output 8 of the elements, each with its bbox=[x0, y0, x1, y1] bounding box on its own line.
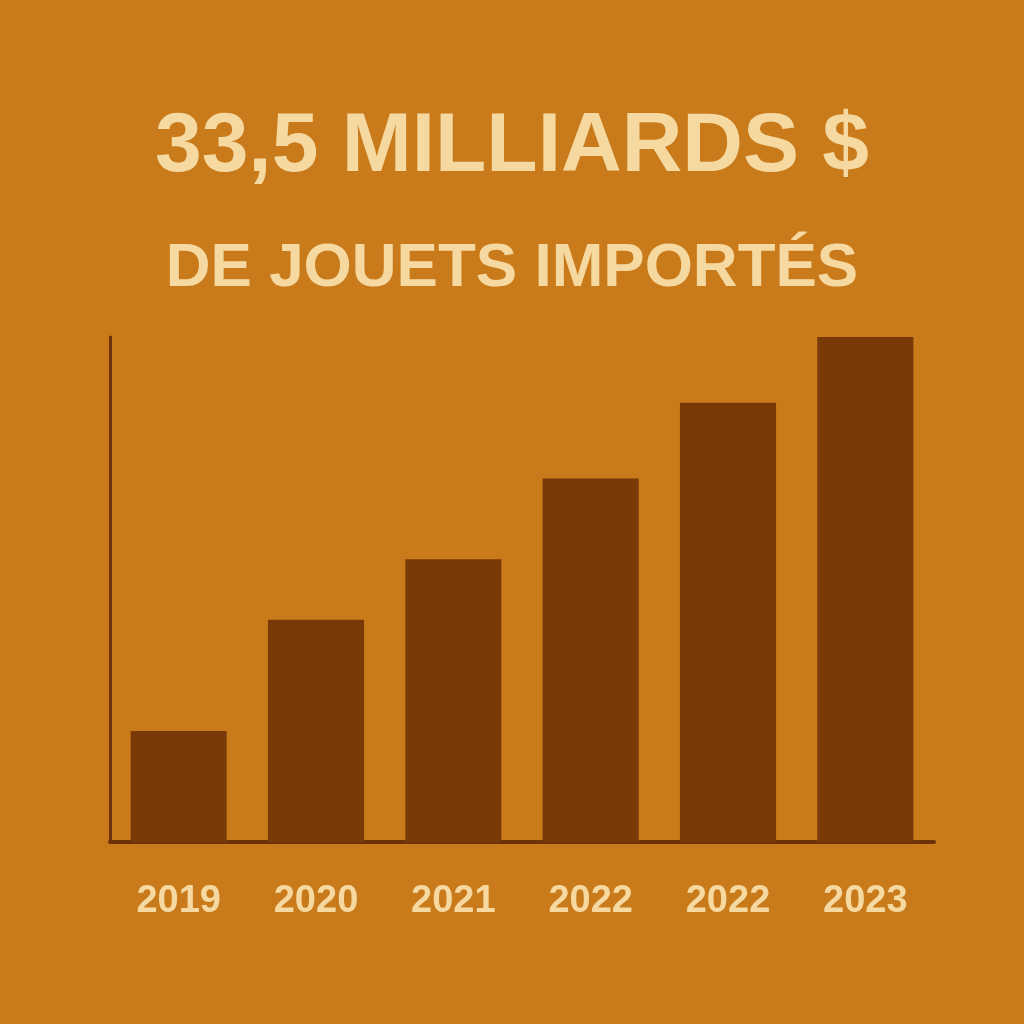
x-tick-label: 2022 bbox=[685, 878, 771, 920]
chart-subtitle: DE JOUETS IMPORTÉS bbox=[165, 229, 859, 299]
x-tick-label: 2020 bbox=[273, 878, 359, 920]
chart-title: 33,5 MILLIARDS $ bbox=[154, 95, 870, 189]
x-tick-label: 2023 bbox=[823, 878, 908, 920]
x-tick-label: 2022 bbox=[548, 878, 633, 920]
x-tick-label: 2021 bbox=[411, 878, 496, 920]
x-tick-label: 2019 bbox=[136, 878, 221, 920]
